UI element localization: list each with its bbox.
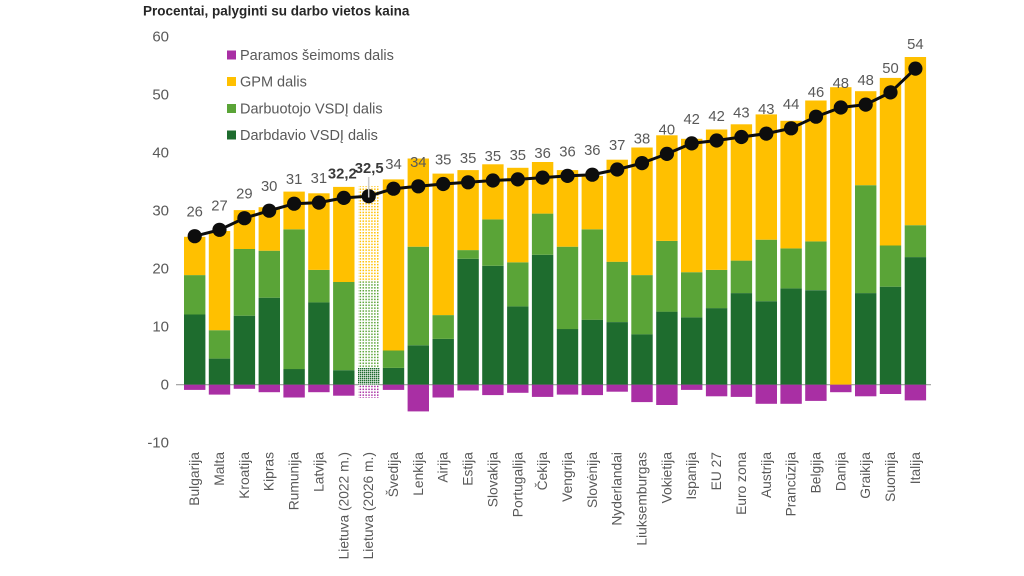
svg-text:34: 34 xyxy=(385,157,401,173)
svg-text:Procentai, palyginti su darbo: Procentai, palyginti su darbo vietos kai… xyxy=(143,4,410,19)
svg-text:EU 27: EU 27 xyxy=(709,452,724,490)
svg-text:35: 35 xyxy=(460,151,476,167)
svg-text:31: 31 xyxy=(311,171,327,187)
svg-text:GPM dalis: GPM dalis xyxy=(240,75,307,91)
svg-text:38: 38 xyxy=(634,132,650,148)
svg-text:32,2: 32,2 xyxy=(328,166,357,182)
svg-text:40: 40 xyxy=(152,145,169,162)
svg-text:Bulgarija: Bulgarija xyxy=(187,452,202,506)
svg-text:34: 34 xyxy=(410,155,426,171)
svg-text:Ispanija: Ispanija xyxy=(684,452,699,500)
svg-text:32,5: 32,5 xyxy=(355,161,384,177)
svg-text:Lenkija: Lenkija xyxy=(411,452,426,496)
svg-text:Paramos šeimoms dalis: Paramos šeimoms dalis xyxy=(240,48,394,64)
svg-text:31: 31 xyxy=(286,172,302,188)
svg-text:Suomija: Suomija xyxy=(883,452,898,502)
svg-text:Airija: Airija xyxy=(436,452,451,483)
svg-text:Kipras: Kipras xyxy=(262,452,277,491)
svg-text:26: 26 xyxy=(186,205,202,221)
svg-text:Slovakija: Slovakija xyxy=(485,452,500,508)
svg-text:Danija: Danija xyxy=(833,452,848,491)
svg-text:35: 35 xyxy=(510,148,526,164)
svg-text:Darbuotojo VSDĮ dalis: Darbuotojo VSDĮ dalis xyxy=(240,102,383,118)
svg-text:35: 35 xyxy=(485,149,501,165)
svg-text:-10: -10 xyxy=(147,435,169,452)
svg-text:40: 40 xyxy=(659,122,675,138)
svg-text:10: 10 xyxy=(152,319,169,336)
svg-text:29: 29 xyxy=(236,187,252,203)
svg-text:Vengrija: Vengrija xyxy=(560,452,575,502)
svg-text:48: 48 xyxy=(857,73,873,89)
svg-text:37: 37 xyxy=(609,138,625,154)
svg-text:Lietuva (2022 m.): Lietuva (2022 m.) xyxy=(336,452,351,559)
svg-text:Liuksemburgas: Liuksemburgas xyxy=(635,452,650,546)
svg-text:20: 20 xyxy=(152,261,169,278)
svg-text:Slovėnija: Slovėnija xyxy=(585,452,600,508)
svg-text:Latvija: Latvija xyxy=(311,452,326,492)
svg-text:Rumunija: Rumunija xyxy=(287,452,302,511)
svg-text:Darbdavio VSDĮ dalis: Darbdavio VSDĮ dalis xyxy=(240,128,378,144)
svg-text:Švedija: Švedija xyxy=(385,452,401,498)
svg-text:54: 54 xyxy=(907,37,923,53)
svg-text:Euro zona: Euro zona xyxy=(734,452,749,515)
svg-text:36: 36 xyxy=(559,144,575,160)
svg-text:Estija: Estija xyxy=(461,452,476,486)
svg-text:Čekija: Čekija xyxy=(534,452,550,491)
svg-text:30: 30 xyxy=(152,203,169,220)
svg-text:Kroatija: Kroatija xyxy=(237,452,252,499)
svg-text:43: 43 xyxy=(758,102,774,118)
svg-text:60: 60 xyxy=(152,29,169,46)
svg-text:Prancūzija: Prancūzija xyxy=(784,452,799,517)
svg-text:42: 42 xyxy=(708,109,724,125)
svg-text:Austrija: Austrija xyxy=(759,452,774,498)
svg-text:Graikija: Graikija xyxy=(858,452,873,499)
svg-text:44: 44 xyxy=(783,97,799,113)
svg-text:Italija: Italija xyxy=(908,452,923,485)
svg-text:Malta: Malta xyxy=(212,452,227,486)
svg-text:Portugalija: Portugalija xyxy=(510,452,525,518)
svg-text:Lietuva (2026 m.): Lietuva (2026 m.) xyxy=(361,452,376,559)
svg-text:50: 50 xyxy=(882,61,898,77)
svg-text:35: 35 xyxy=(435,153,451,169)
svg-text:48: 48 xyxy=(833,76,849,92)
svg-text:Vokietija: Vokietija xyxy=(659,452,674,504)
svg-text:36: 36 xyxy=(534,146,550,162)
svg-text:43: 43 xyxy=(733,106,749,122)
svg-text:30: 30 xyxy=(261,179,277,195)
svg-text:46: 46 xyxy=(808,85,824,101)
svg-text:27: 27 xyxy=(211,198,227,214)
svg-text:Belgija: Belgija xyxy=(809,452,824,494)
svg-text:36: 36 xyxy=(584,143,600,159)
svg-text:42: 42 xyxy=(683,112,699,128)
svg-text:50: 50 xyxy=(152,87,169,104)
svg-text:0: 0 xyxy=(161,377,169,394)
svg-text:Nyderlandai: Nyderlandai xyxy=(610,452,625,526)
